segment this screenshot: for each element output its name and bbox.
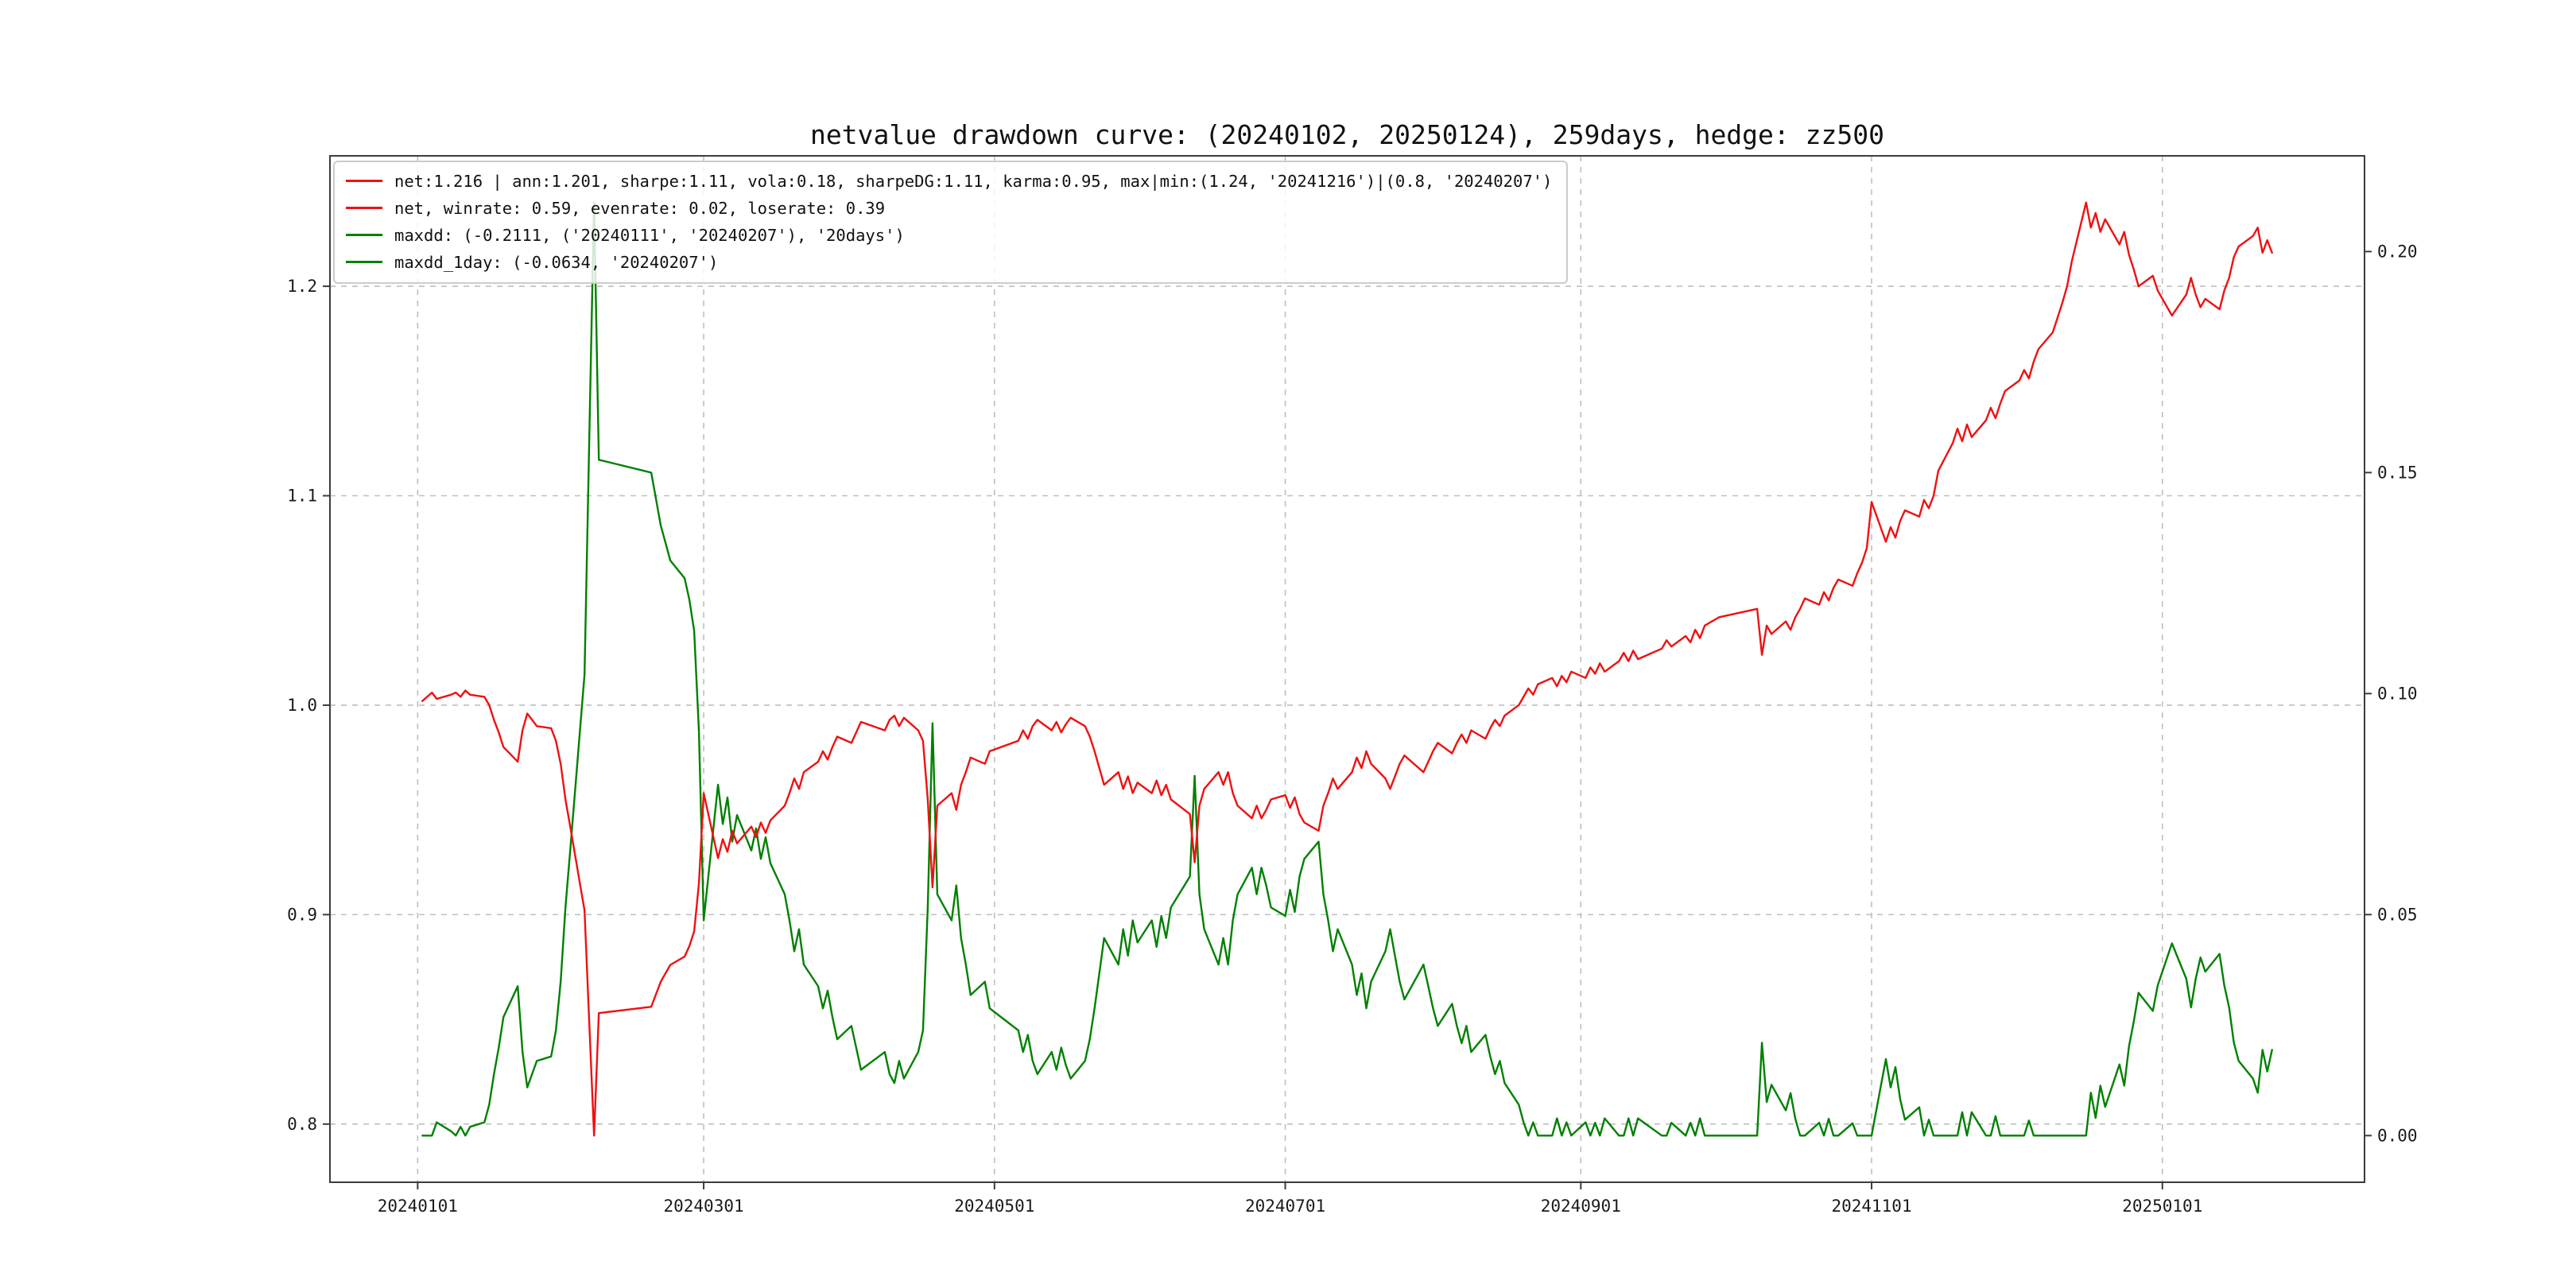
chart-title: netvalue drawdown curve: (20240102, 2025… (809, 119, 1884, 150)
y-right-tick-label: 0.20 (2377, 242, 2418, 262)
net-line (421, 201, 2273, 1137)
legend-entry-maxdd: maxdd: (-0.2111, ('20240111', '20240207'… (346, 224, 1552, 246)
legend-label: maxdd: (-0.2111, ('20240111', '20240207'… (394, 225, 905, 245)
legend-entry-net-winrate: net, winrate: 0.59, evenrate: 0.02, lose… (346, 197, 1552, 219)
x-tick-label: 20240901 (1541, 1197, 1621, 1216)
legend-label: maxdd_1day: (-0.0634, '20240207') (394, 252, 719, 272)
legend-entry-maxdd-1day: maxdd_1day: (-0.0634, '20240207') (346, 251, 1552, 273)
x-tick-label: 20240701 (1245, 1197, 1325, 1216)
x-tick-label: 20240301 (663, 1197, 743, 1216)
legend-label: net, winrate: 0.59, evenrate: 0.02, lose… (394, 198, 886, 218)
y-left-tick-label: 1.0 (287, 696, 317, 715)
drawdown-line-swatch-icon (346, 261, 382, 263)
grid-layer (330, 156, 2365, 1182)
legend: net:1.216 | ann:1.201, sharpe:1.11, vola… (333, 161, 1569, 284)
y-right-tick-label: 0.00 (2377, 1126, 2418, 1145)
y-right-tick-label: 0.10 (2377, 684, 2418, 703)
legend-entry-net-stats: net:1.216 | ann:1.201, sharpe:1.11, vola… (346, 170, 1552, 192)
y-left-tick-label: 1.1 (287, 487, 317, 506)
x-tick-label: 20240101 (378, 1197, 458, 1216)
drawdown-line (421, 201, 2273, 1137)
net-line-swatch-icon (346, 180, 382, 182)
legend-label: net:1.216 | ann:1.201, sharpe:1.11, vola… (394, 171, 1553, 191)
y-right-tick-label: 0.05 (2377, 905, 2418, 924)
y-right-tick-label: 0.15 (2377, 464, 2418, 483)
x-tick-label: 20250101 (2122, 1197, 2202, 1216)
y-left-tick-label: 0.8 (287, 1115, 317, 1134)
axes-spine (329, 155, 2365, 1183)
net-line-swatch-icon (346, 207, 382, 209)
x-tick-label: 20240501 (954, 1197, 1034, 1216)
y-left-tick-label: 0.9 (287, 906, 317, 925)
tick-marks (323, 250, 2372, 1189)
x-tick-label: 20241101 (1831, 1197, 1911, 1216)
drawdown-line-swatch-icon (346, 234, 382, 236)
y-left-tick-label: 1.2 (287, 277, 317, 296)
